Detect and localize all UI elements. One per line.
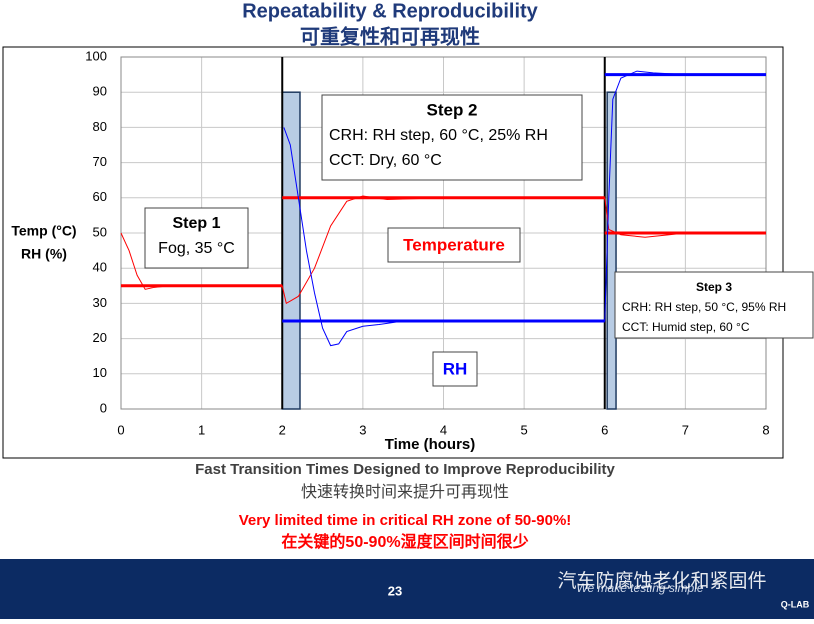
note-cn: 在关键的50-90%湿度区间时间很少 (281, 532, 528, 551)
step-detail: Fog, 35 °C (158, 240, 235, 257)
y-tick-label: 100 (85, 48, 107, 63)
logo: Q-LAB (781, 599, 810, 609)
y-tick-label: 10 (93, 365, 107, 380)
note: Very limited time in critical RH zone of… (239, 512, 572, 529)
step-title: Step 1 (172, 215, 220, 232)
x-axis-label: Time (hours) (385, 436, 476, 453)
y-tick-label: 40 (93, 260, 107, 275)
x-tick-label: 3 (359, 422, 366, 437)
step-box (144, 207, 249, 269)
y-tick-label: 30 (93, 295, 107, 310)
title-cn: 可重复性和可再现性 (300, 24, 480, 48)
transition-zone (281, 91, 301, 410)
y-tick-label: 60 (93, 189, 107, 204)
series-label: RH (443, 359, 468, 378)
step-detail: CCT: Dry, 60 °C (329, 152, 442, 169)
series-line (283, 70, 766, 347)
x-tick-label: 0 (117, 422, 124, 437)
y-axis-label: RH (%) (21, 246, 67, 262)
caption: Fast Transition Times Designed to Improv… (195, 461, 615, 478)
title: Repeatability & Reproducibility (242, 0, 538, 22)
x-tick-label: 7 (682, 422, 689, 437)
x-tick-label: 4 (440, 422, 447, 437)
x-tick-label: 6 (601, 422, 608, 437)
watermark: 汽车防腐蚀老化和紧固件 (557, 570, 766, 592)
y-tick-label: 80 (93, 119, 107, 134)
step-title: Step 2 (426, 100, 477, 119)
x-tick-label: 1 (198, 422, 205, 437)
tagline: We make testing simple (576, 581, 703, 595)
y-tick-label: 70 (93, 154, 107, 169)
x-tick-label: 2 (279, 422, 286, 437)
step-box (614, 271, 814, 339)
step-box (321, 94, 583, 181)
y-tick-label: 20 (93, 330, 107, 345)
page-number: 23 (388, 583, 402, 598)
y-tick-label: 90 (93, 84, 107, 99)
series-label-box (387, 227, 521, 263)
x-tick-label: 8 (762, 422, 769, 437)
step-detail: CRH: RH step, 50 °C, 95% RH (622, 300, 786, 314)
caption-cn: 快速转换时间来提升可再现性 (301, 483, 509, 501)
series-label: Temperature (403, 235, 505, 254)
step-title: Step 3 (696, 280, 732, 294)
series-label-box (432, 351, 478, 387)
y-tick-label: 0 (100, 400, 107, 415)
y-tick-label: 50 (93, 224, 107, 239)
x-tick-label: 5 (521, 422, 528, 437)
footer-bar (0, 559, 814, 619)
step-detail: CRH: RH step, 60 °C, 25% RH (329, 127, 548, 144)
y-axis-label: Temp (°C) (11, 223, 76, 239)
step-detail: CCT: Humid step, 60 °C (622, 320, 750, 334)
series-line (120, 195, 686, 305)
